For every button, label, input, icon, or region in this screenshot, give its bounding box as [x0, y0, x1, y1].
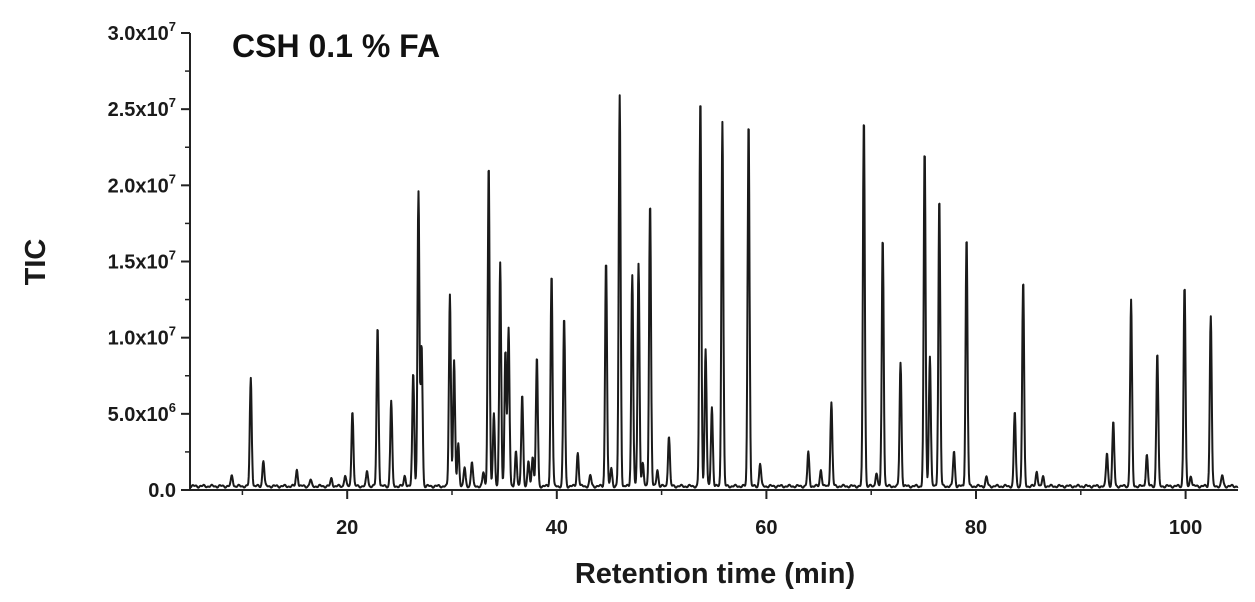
chart-title: CSH 0.1 % FA [232, 28, 440, 64]
y-tick-label: 2.5x107 [108, 95, 176, 121]
chart-axes [189, 33, 1238, 491]
y-tick-label: 1.0x107 [108, 324, 176, 350]
x-tick-label: 40 [546, 517, 568, 539]
y-tick-label: 3.0x107 [108, 19, 176, 45]
y-tick-label: 0.0 [148, 480, 176, 502]
tic-trace-line [189, 94, 1239, 489]
y-tick-label: 2.0x107 [108, 171, 176, 197]
x-tick-label: 100 [1169, 517, 1202, 539]
x-tick-label: 20 [336, 517, 358, 539]
x-axis-ticks: 20 40 60 80 100 [241, 490, 1202, 539]
x-tick-label: 80 [965, 517, 987, 539]
y-tick-label: 5.0x106 [108, 400, 176, 426]
y-tick-label: 1.5x107 [108, 248, 176, 274]
x-tick-label: 60 [755, 517, 777, 539]
y-axis-title: TIC [20, 239, 52, 286]
x-axis-title: Retention time (min) [575, 558, 855, 590]
y-axis-ticks: 0.0 5.0x106 1.0x107 1.5x107 2.0x107 2.5x107 3.… [108, 19, 190, 502]
